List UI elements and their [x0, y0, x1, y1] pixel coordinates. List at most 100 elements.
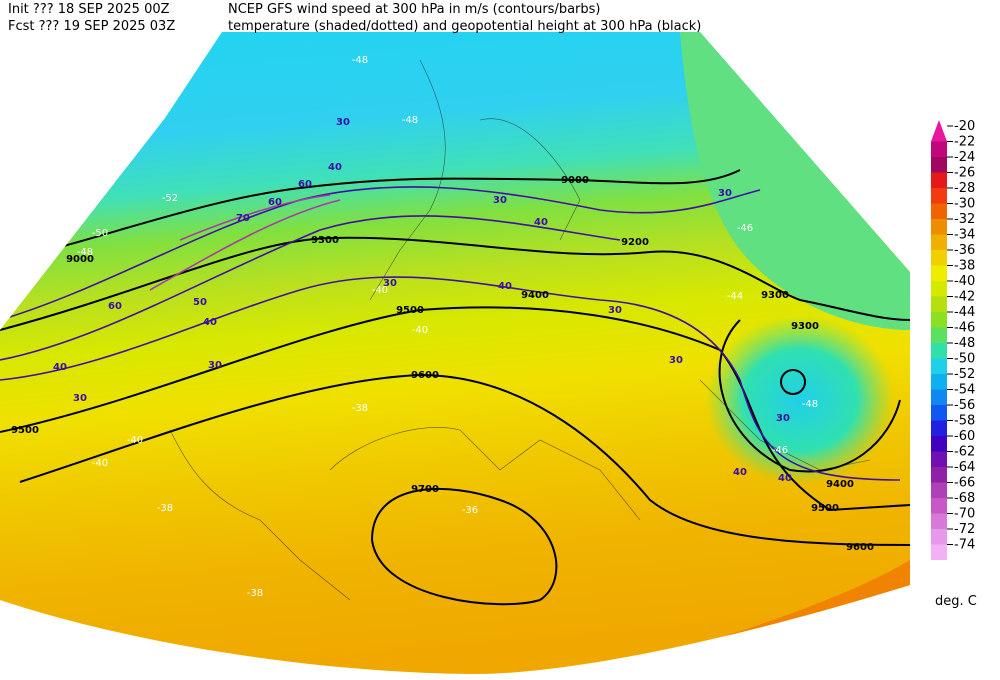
- colorbar-swatch: [931, 513, 947, 529]
- temp-label: -44: [727, 291, 743, 302]
- wind-label: 60: [298, 179, 312, 190]
- colorbar-label: -22: [954, 135, 975, 150]
- wind-label: 40: [203, 317, 217, 328]
- height-label: 9500: [811, 503, 839, 514]
- colorbar-label: -64: [954, 460, 975, 475]
- colorbar-label: -72: [954, 522, 975, 537]
- height-label: 9400: [521, 290, 549, 301]
- temp-label: -48: [402, 115, 418, 126]
- temp-label: -38: [352, 403, 368, 414]
- fcst-text: Fcst ??? 19 SEP 2025 03Z: [8, 19, 175, 34]
- wind-label: 50: [193, 297, 207, 308]
- height-label: 9600: [846, 542, 874, 553]
- temp-label: -48: [802, 399, 818, 410]
- colorbar-swatch: [931, 544, 947, 560]
- height-label: 9300: [761, 290, 789, 301]
- temp-label: -52: [162, 193, 178, 204]
- colorbar-swatch: [931, 405, 947, 421]
- colorbar-label: -54: [954, 383, 975, 398]
- colorbar-label: -32: [954, 212, 975, 227]
- wind-label: 40: [328, 162, 342, 173]
- wind-label: 40: [778, 473, 792, 484]
- colorbar-label: -46: [954, 321, 975, 336]
- colorbar-label: -42: [954, 290, 975, 305]
- colorbar-swatch: [931, 451, 947, 467]
- colorbar-label: -52: [954, 367, 975, 382]
- temp-label: -48: [77, 247, 93, 258]
- colorbar-label: -48: [954, 336, 975, 351]
- height-label: 9400: [826, 479, 854, 490]
- colorbar-label: -56: [954, 398, 975, 413]
- colorbar-swatch: [931, 203, 947, 219]
- wind-label: 40: [733, 467, 747, 478]
- temp-label: -40: [127, 435, 143, 446]
- wind-label: 70: [236, 213, 250, 224]
- colorbar-label: -34: [954, 228, 975, 243]
- wind-label: 40: [53, 362, 67, 373]
- init-text: Init ??? 18 SEP 2025 00Z: [8, 2, 170, 17]
- height-label: 9500: [396, 305, 424, 316]
- colorbar-label: -68: [954, 491, 975, 506]
- wind-label: 60: [108, 301, 122, 312]
- colorbar-swatch: [931, 467, 947, 483]
- colorbar-label: -26: [954, 166, 975, 181]
- wind-label: 30: [608, 305, 622, 316]
- wind-label: 30: [336, 117, 350, 128]
- colorbar-swatch: [931, 312, 947, 328]
- height-label: 9500: [11, 425, 39, 436]
- colorbar-label: -50: [954, 352, 975, 367]
- temp-label: -36: [462, 505, 478, 516]
- colorbar-label: -62: [954, 445, 975, 460]
- colorbar-swatch: [931, 265, 947, 281]
- colorbar-label: -30: [954, 197, 975, 212]
- colorbar-swatch: [931, 389, 947, 405]
- temp-label: -40: [372, 285, 388, 296]
- height-label: 9700: [411, 484, 439, 495]
- colorbar-swatch: [931, 234, 947, 250]
- colorbar-label: -66: [954, 476, 975, 491]
- wind-label: 60: [268, 197, 282, 208]
- colorbar-swatch: [931, 296, 947, 312]
- temp-label: -46: [737, 223, 753, 234]
- height-label: 9000: [561, 175, 589, 186]
- wind-label: 40: [498, 281, 512, 292]
- colorbar-label: -24: [954, 150, 975, 165]
- colorbar-label: -60: [954, 429, 975, 444]
- wind-label: 30: [493, 195, 507, 206]
- colorbar-swatch: [931, 420, 947, 436]
- colorbar-label: -20: [954, 119, 975, 134]
- title-line: NCEP GFS wind speed at 300 hPa in m/s (c…: [228, 2, 601, 17]
- colorbar-swatch: [931, 358, 947, 374]
- colorbar-swatch: [931, 188, 947, 204]
- colorbar-swatch: [931, 172, 947, 188]
- colorbar-swatch: [931, 529, 947, 545]
- temp-label: -40: [412, 325, 428, 336]
- title-line: temperature (shaded/dotted) and geopoten…: [228, 19, 701, 34]
- colorbar-swatch: [931, 436, 947, 452]
- colorbar-label: -40: [954, 274, 975, 289]
- height-label: 9000: [66, 254, 94, 265]
- temp-label: -40: [92, 458, 108, 469]
- colorbar-arrow: [931, 120, 947, 142]
- wind-label: 30: [776, 413, 790, 424]
- temp-label: -38: [157, 503, 173, 514]
- temp-label: -46: [772, 445, 788, 456]
- colorbar-swatch: [931, 141, 947, 157]
- height-label: 9200: [621, 237, 649, 248]
- colorbar-swatch: [931, 374, 947, 390]
- temp-label: -50: [92, 228, 108, 239]
- wind-label: 30: [208, 360, 222, 371]
- colorbar-label: -44: [954, 305, 975, 320]
- colorbar-label: -28: [954, 181, 975, 196]
- colorbar-swatch: [931, 343, 947, 359]
- colorbar-swatch: [931, 327, 947, 343]
- height-label: 9300: [311, 235, 339, 246]
- wind-label: 30: [73, 393, 87, 404]
- colorbar-swatch: [931, 157, 947, 173]
- colorbar-swatch: [931, 498, 947, 514]
- colorbar-label: -58: [954, 414, 975, 429]
- colorbar-label: -70: [954, 507, 975, 522]
- colorbar-swatch: [931, 250, 947, 266]
- wind-label: 40: [534, 217, 548, 228]
